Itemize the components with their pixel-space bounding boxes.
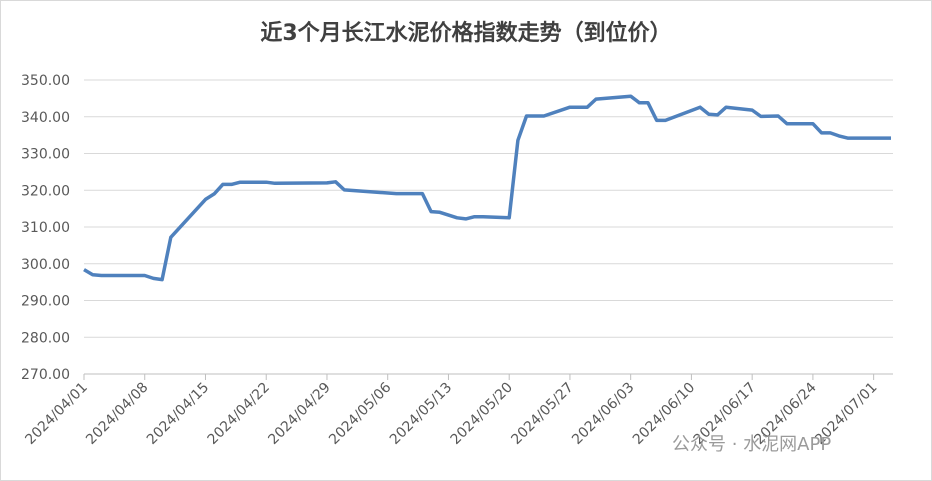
y-tick-label: 320.00	[21, 183, 70, 199]
y-tick-label: 290.00	[21, 294, 70, 310]
price-line	[83, 94, 891, 282]
chart-title: 近3个月长江水泥价格指数走势（到位价）	[260, 20, 671, 46]
watermark: 公众号 · 水泥网APP	[672, 434, 831, 455]
y-tick-label: 280.00	[21, 330, 70, 346]
y-tick-label: 350.00	[21, 73, 70, 89]
y-tick-label: 270.00	[21, 367, 70, 383]
y-tick-label: 330.00	[21, 147, 70, 163]
y-tick-label: 310.00	[21, 220, 70, 236]
y-tick-label: 300.00	[21, 257, 70, 273]
y-tick-label: 340.00	[21, 110, 70, 126]
